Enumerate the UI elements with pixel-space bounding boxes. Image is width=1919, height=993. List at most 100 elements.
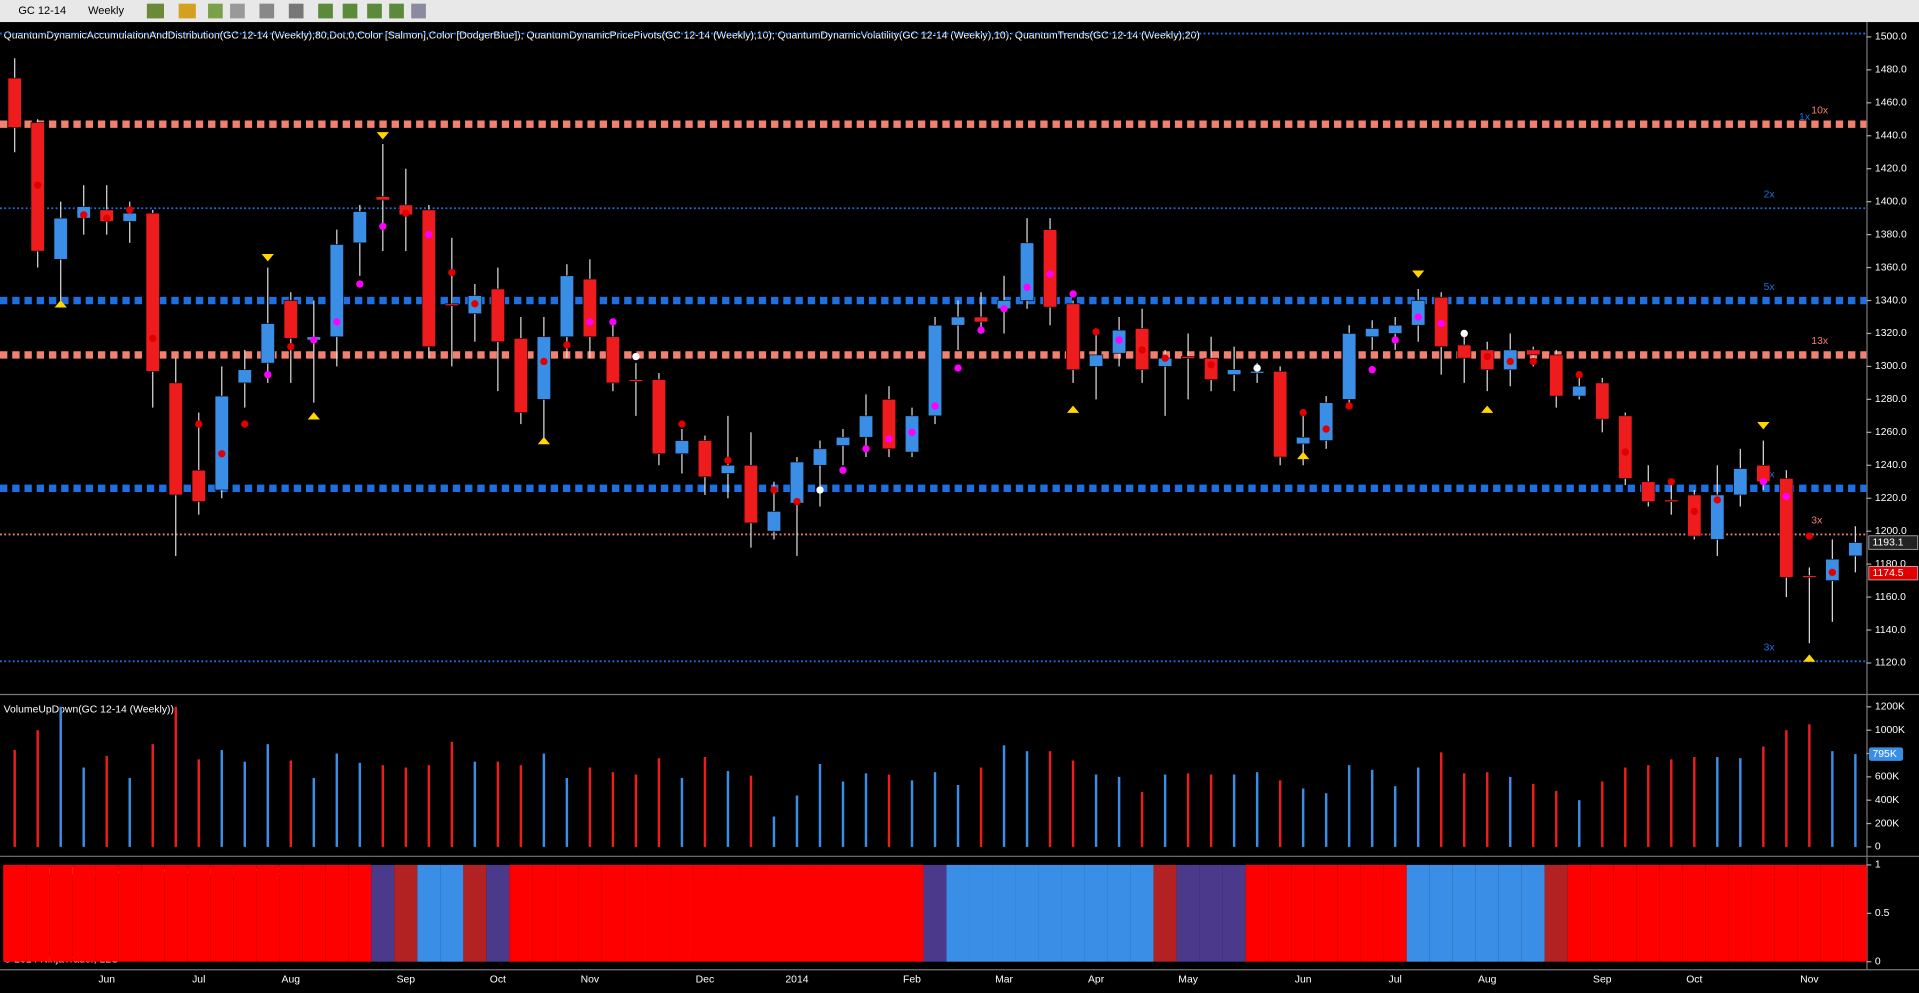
cursor-button[interactable] [259, 3, 275, 19]
volume-bar [1578, 800, 1581, 847]
candle-body [651, 379, 666, 455]
indicator-dot [241, 420, 249, 428]
volume-bar [1416, 767, 1420, 847]
candle-body [1687, 494, 1702, 537]
candle-body [1066, 303, 1081, 371]
trend-band [509, 864, 533, 962]
candle-body [1319, 402, 1334, 441]
trend-band [1153, 864, 1177, 962]
indicator-dot [1207, 361, 1215, 369]
indicator-dot [80, 211, 88, 219]
candle-body [1710, 494, 1725, 540]
draw-button[interactable] [178, 3, 196, 19]
candle-body [7, 77, 22, 128]
volume-bar [289, 760, 293, 847]
candle-body [168, 382, 183, 496]
indicator-dot [1782, 492, 1791, 501]
indicator-dot [287, 342, 295, 351]
trend-band [325, 864, 349, 962]
instrument-selector[interactable]: GC 12-14 [18, 5, 66, 17]
indicator-dot [1483, 352, 1491, 361]
zoom-button[interactable] [288, 3, 304, 19]
candle-body [1641, 481, 1656, 502]
volume-bar [496, 761, 500, 847]
candle-body [605, 336, 620, 384]
indicator-button[interactable] [208, 3, 223, 19]
volume-bar [956, 785, 960, 847]
level-label: 5x [1764, 282, 1776, 293]
trend-band [233, 864, 257, 962]
indicator-dot [1805, 532, 1814, 540]
trend-band [118, 864, 142, 962]
properties-button[interactable] [318, 3, 333, 19]
indicator-dot [1253, 364, 1261, 372]
window-button[interactable] [411, 3, 426, 19]
volume-bar [1278, 780, 1282, 847]
volume-bar [1716, 757, 1719, 847]
candle-body [1020, 242, 1035, 301]
trend-band [854, 864, 878, 962]
trend-band [1291, 864, 1315, 962]
trend-band [1406, 864, 1430, 962]
candle-body [1526, 349, 1541, 356]
chart-style-button[interactable] [146, 3, 164, 19]
data-box-button[interactable] [342, 3, 358, 19]
trend-band [762, 864, 786, 962]
x-tick-label: May [1178, 974, 1198, 985]
indicator-dot [839, 466, 847, 474]
volume-bar [1163, 774, 1167, 847]
y-tick-label: 1340.0 [1875, 295, 1907, 306]
snapshot-button[interactable] [389, 3, 404, 19]
candle-body [1733, 468, 1748, 496]
trend-band [1797, 864, 1821, 962]
indicator-dot [103, 214, 111, 222]
triangle-down [261, 253, 274, 262]
candle-body [835, 436, 851, 446]
trend-band [900, 864, 924, 962]
candle-body [536, 336, 551, 400]
trend-band [1176, 864, 1200, 962]
indicator-dot [770, 486, 778, 494]
trend-band [992, 864, 1016, 962]
trend-band [670, 864, 694, 962]
candle-body [1227, 369, 1242, 375]
candle-body [283, 300, 298, 339]
strategy-button[interactable] [230, 3, 245, 19]
trend-band [601, 864, 625, 962]
volume-bar [1071, 760, 1075, 847]
indicator-dot [356, 280, 364, 288]
volume-bar [59, 706, 62, 847]
volume-bar [1532, 783, 1535, 847]
indicator-dot [402, 209, 410, 217]
volume-bar [1647, 765, 1650, 847]
volume-bar [404, 767, 408, 847]
candle-body [1595, 382, 1610, 420]
trend-band [693, 864, 717, 962]
indicator-dot [1713, 496, 1721, 504]
candle-body [375, 196, 390, 201]
indicator-dot [1345, 402, 1353, 410]
level-label: 3x [1811, 516, 1823, 527]
volume-bar [910, 780, 914, 847]
template-button[interactable] [367, 3, 382, 19]
trend-band [1567, 864, 1591, 962]
volume-bar [1232, 774, 1236, 847]
trend-band [164, 864, 188, 962]
indicator-dot [1667, 478, 1675, 486]
volume-bar [1624, 767, 1627, 847]
period-selector[interactable]: Weekly [88, 5, 124, 17]
indicator-dot [1000, 305, 1008, 313]
y-tick-label: 200K [1875, 818, 1899, 829]
volume-bar [841, 781, 845, 847]
trend-band [3, 864, 27, 962]
trend-band [532, 864, 556, 962]
indicator-dot [1506, 357, 1514, 366]
volume-bar [519, 765, 523, 847]
trend-band [1728, 864, 1752, 962]
candle-body [214, 395, 229, 491]
triangle-up [54, 300, 67, 308]
candle-body [743, 464, 758, 524]
indicator-dot [264, 370, 272, 379]
volume-bar [1762, 746, 1765, 847]
